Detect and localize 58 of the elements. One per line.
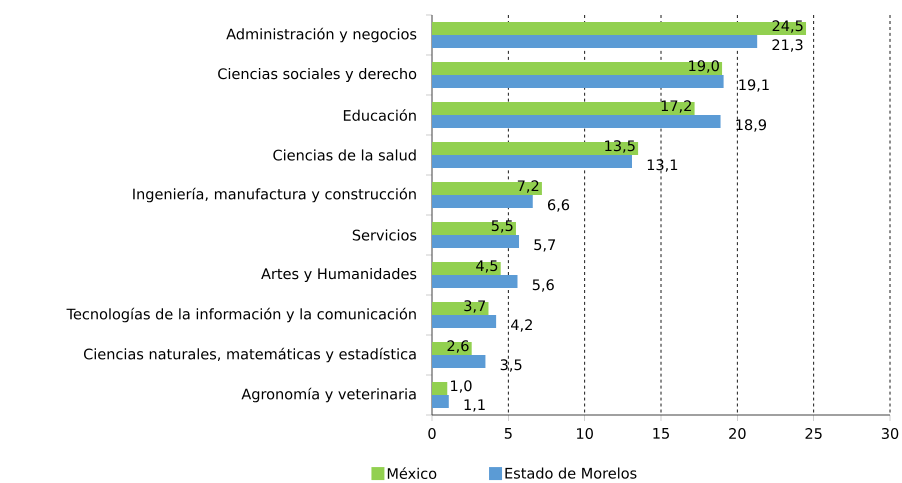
y-tick-label: Ciencias naturales, matemáticas y estadística [84,348,416,362]
legend-label: México [388,467,436,479]
bar [432,302,488,316]
legend-label: Estado de Morelos [505,467,636,479]
bar [432,275,518,288]
bar [432,62,722,75]
y-tick-label: Servicios [352,229,416,241]
bar [432,315,496,328]
bar [432,114,721,128]
data-label: 19,0 [689,60,719,73]
x-tick-label: 25 [806,428,822,439]
data-label: 19,1 [739,79,769,92]
y-tick-label: Educación [344,109,416,121]
bar [432,182,542,195]
bar [432,262,501,275]
bar [432,395,449,408]
bar [432,142,638,155]
bar [432,195,533,208]
x-tick-label: 0 [428,428,436,439]
y-tick-label: Administración y negocios [226,28,416,42]
data-label: 13,1 [648,159,678,172]
y-tick-label: Artes y Humanidades [261,268,416,282]
data-label: 3,5 [500,359,522,372]
x-tick-label: 20 [729,428,746,439]
data-label: 5,7 [534,239,556,252]
data-label: 18,9 [736,119,766,132]
x-tick-label: 30 [882,428,898,439]
y-tick-label: Ingeniería, manufactura y construcción [133,188,416,202]
bar [432,102,695,115]
bar [432,382,448,396]
data-label: 17,2 [662,100,691,113]
data-label: 6,6 [548,199,570,212]
y-tick-label: Tecnologías de la información y la comunicación [66,308,416,322]
data-label: 5,5 [492,220,512,233]
data-label: 4,2 [511,319,532,332]
data-label: 24,5 [772,20,803,33]
data-label: 7,2 [518,180,538,193]
data-label: 5,6 [532,279,554,292]
bar [432,22,806,35]
x-tick-label: 15 [653,428,669,439]
bar [432,222,516,235]
data-label: 21,3 [772,39,802,52]
data-label: 1,1 [464,399,485,412]
bar [432,34,758,48]
data-label: 2,6 [447,340,469,353]
bar [432,155,632,168]
x-tick-label: 10 [577,428,593,439]
bar [432,355,486,368]
data-label: 3,7 [464,300,486,313]
bar [432,235,520,248]
x-tick-label: 5 [504,428,512,439]
y-tick-label: Ciencias sociales y derecho [218,68,416,82]
data-label: 4,5 [476,260,498,273]
bar [432,74,724,88]
y-tick-label: Ciencias de la salud [273,149,416,161]
data-label: 1,0 [451,380,472,393]
data-label: 13,5 [605,140,635,153]
y-tick-label: Agronomía y veterinaria [241,388,416,402]
